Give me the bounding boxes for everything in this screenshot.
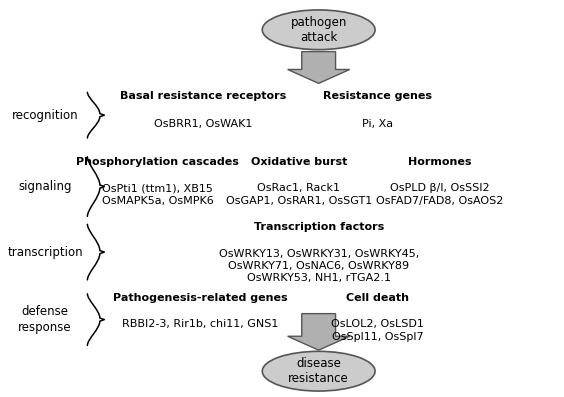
Text: RBBI2-3, Rir1b, chi11, GNS1: RBBI2-3, Rir1b, chi11, GNS1 [122, 319, 279, 329]
Text: Basal resistance receptors: Basal resistance receptors [120, 91, 286, 101]
Text: Oxidative burst: Oxidative burst [251, 157, 347, 167]
Text: transcription: transcription [7, 246, 83, 258]
Text: Pathogenesis-related genes: Pathogenesis-related genes [113, 293, 288, 303]
Text: OsLOL2, OsLSD1
OsSpl11, OsSpl7: OsLOL2, OsLSD1 OsSpl11, OsSpl7 [332, 319, 424, 341]
Text: OsRac1, Rack1
OsGAP1, OsRAR1, OsSGT1: OsRac1, Rack1 OsGAP1, OsRAR1, OsSGT1 [226, 183, 372, 206]
Ellipse shape [262, 351, 375, 391]
Ellipse shape [262, 10, 375, 50]
Text: OsBRR1, OsWAK1: OsBRR1, OsWAK1 [154, 119, 252, 129]
Text: OsWRKY13, OsWRKY31, OsWRKY45,
OsWRKY71, OsNAC6, OsWRKY89
OsWRKY53, NH1, rTGA2.1: OsWRKY13, OsWRKY31, OsWRKY45, OsWRKY71, … [218, 249, 419, 283]
Polygon shape [288, 52, 350, 83]
Text: Cell death: Cell death [346, 293, 409, 303]
Text: Pi, Xa: Pi, Xa [362, 119, 394, 129]
Text: defense
response: defense response [18, 305, 72, 334]
Text: OsPti1 (ttm1), XB15
OsMAPK5a, OsMPK6: OsPti1 (ttm1), XB15 OsMAPK5a, OsMPK6 [102, 183, 214, 206]
Text: Resistance genes: Resistance genes [323, 91, 433, 101]
Text: disease
resistance: disease resistance [288, 357, 349, 385]
Text: pathogen
attack: pathogen attack [290, 16, 347, 44]
Text: Phosphorylation cascades: Phosphorylation cascades [77, 157, 239, 167]
Text: Transcription factors: Transcription factors [254, 222, 384, 232]
Text: recognition: recognition [12, 109, 78, 121]
Polygon shape [288, 314, 350, 350]
Text: OsPLD β/I, OsSSI2
OsFAD7/FAD8, OsAOS2: OsPLD β/I, OsSSI2 OsFAD7/FAD8, OsAOS2 [376, 183, 504, 206]
Text: Hormones: Hormones [408, 157, 472, 167]
Text: signaling: signaling [19, 180, 72, 193]
